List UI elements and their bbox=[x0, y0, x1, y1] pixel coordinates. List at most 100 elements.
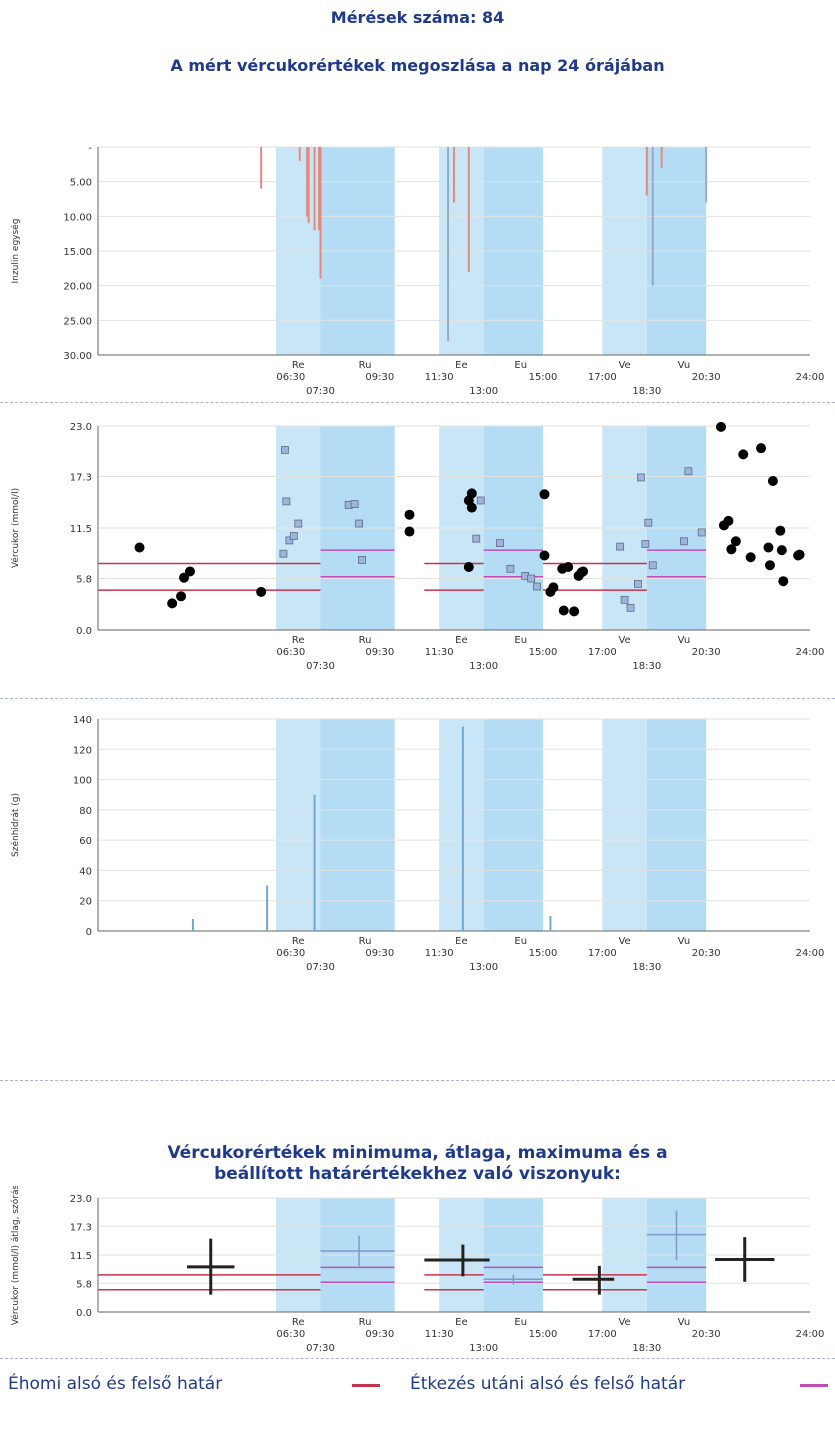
glucose-square-point bbox=[648, 561, 657, 570]
x-tick-label: 18:30 bbox=[632, 1343, 661, 1354]
glucose-dot-point bbox=[745, 552, 756, 563]
y-tick-label: 17.3 bbox=[70, 473, 92, 484]
x-tick-label: 11:30 bbox=[425, 1329, 454, 1340]
glucose-dot-point bbox=[558, 605, 569, 616]
x-tick-label: 06:30 bbox=[276, 1329, 305, 1340]
glucose-dot-point bbox=[716, 421, 726, 432]
x-tick-label: 15:00 bbox=[529, 1329, 558, 1340]
glucose-square-point bbox=[641, 540, 650, 548]
x-tick-label: 13:00 bbox=[469, 661, 498, 672]
x-tick-label: 06:30 bbox=[276, 647, 305, 658]
y-tick-label: 15.00 bbox=[63, 247, 92, 258]
legend-postmeal-label: Étkezés utáni alsó és felső határ bbox=[410, 1374, 686, 1394]
y-tick-label: 23.0 bbox=[70, 1194, 92, 1205]
meal-band bbox=[483, 719, 543, 931]
glucose-square-point bbox=[616, 542, 625, 551]
meal-label: Ve bbox=[618, 635, 630, 646]
x-tick-label: 17:00 bbox=[588, 948, 617, 959]
glucose-dot-point bbox=[466, 502, 477, 513]
y-tick-label: 60 bbox=[79, 836, 92, 847]
y-tick-label: - bbox=[88, 143, 92, 154]
glucose-square-point bbox=[476, 496, 485, 505]
glucose-dot-point bbox=[764, 560, 775, 571]
y-axis-label: Vércukor (mmol/l) átlag, szórás bbox=[10, 1186, 21, 1325]
glucose-dot-point bbox=[548, 582, 559, 593]
glucose-square-point bbox=[279, 549, 288, 558]
glucose-dot-point bbox=[730, 536, 741, 547]
x-tick-label: 17:00 bbox=[588, 372, 617, 383]
x-tick-label: 24:00 bbox=[796, 647, 825, 658]
y-tick-label: 23.0 bbox=[70, 422, 92, 433]
glucose-dot-point bbox=[578, 566, 589, 577]
y-axis-label: Szénhidrát (g) bbox=[10, 793, 21, 857]
glucose-square-point bbox=[533, 582, 541, 591]
glucose-dot-point bbox=[256, 586, 267, 597]
carbs-chart: 0 20 40 60 80 100 120 140 Szénhidrát (g) Re Ru Ee Eu… bbox=[10, 715, 825, 973]
stats-title: Vércukorértékek minimuma, átlaga, maximu… bbox=[0, 1143, 835, 1185]
glucose-chart: 0.0 5.8 11.5 17.3 23.0 Vércukor (mmol/l) Re Ru E… bbox=[10, 421, 825, 672]
glucose-square-point bbox=[684, 467, 693, 476]
meal-label: Vu bbox=[678, 635, 691, 646]
glucose-dot-point bbox=[569, 606, 580, 617]
x-tick-label: 13:00 bbox=[469, 962, 498, 973]
glucose-square-point bbox=[294, 519, 303, 528]
glucose-square-point bbox=[358, 556, 366, 564]
meal-band bbox=[320, 719, 395, 931]
measurement-count-title: Mérések száma: 84 bbox=[330, 8, 505, 27]
x-tick-label: 09:30 bbox=[365, 372, 394, 383]
x-tick-label: 15:00 bbox=[529, 647, 558, 658]
meal-label: Ve bbox=[618, 936, 630, 947]
stats-title-line2: beállított határértékekhez való viszonyu… bbox=[214, 1164, 621, 1184]
glucose-square-point bbox=[280, 446, 289, 454]
x-tick-label: 20:30 bbox=[692, 372, 721, 383]
glucose-dot-point bbox=[179, 572, 190, 583]
glucose-square-point bbox=[626, 603, 635, 612]
x-tick-label: 06:30 bbox=[276, 948, 305, 959]
glucose-dot-point bbox=[726, 544, 737, 555]
glucose-dot-point bbox=[404, 526, 415, 537]
meal-band bbox=[276, 719, 321, 931]
meal-label: Ru bbox=[359, 1317, 372, 1328]
meal-label: Re bbox=[292, 360, 305, 371]
glucose-square-point bbox=[680, 537, 688, 546]
meal-label: Ee bbox=[455, 936, 467, 947]
glucose-dot-point bbox=[723, 515, 734, 526]
x-tick-label: 06:30 bbox=[276, 372, 305, 383]
y-axis-label: Inzulin egység bbox=[10, 219, 21, 284]
x-tick-label: 09:30 bbox=[365, 948, 394, 959]
x-tick-label: 20:30 bbox=[692, 647, 721, 658]
meal-label: Re bbox=[292, 936, 305, 947]
y-tick-label: 25.00 bbox=[63, 316, 92, 327]
glucose-dot-point bbox=[775, 525, 786, 536]
y-tick-label: 120 bbox=[73, 745, 92, 756]
glucose-square-point bbox=[285, 536, 294, 545]
meal-band bbox=[602, 719, 647, 931]
x-tick-label: 18:30 bbox=[632, 661, 661, 672]
meal-label: Ru bbox=[359, 936, 372, 947]
meal-band bbox=[439, 719, 484, 931]
meal-label: Ru bbox=[359, 360, 372, 371]
x-tick-label: 24:00 bbox=[796, 948, 825, 959]
y-tick-label: 17.3 bbox=[70, 1222, 92, 1233]
meal-label: Ee bbox=[455, 360, 467, 371]
y-tick-label: 30.00 bbox=[63, 351, 92, 362]
y-tick-label: 0 bbox=[86, 927, 92, 938]
y-tick-label: 140 bbox=[73, 715, 92, 726]
glucose-dot-point bbox=[539, 550, 550, 561]
glucose-dot-point bbox=[466, 488, 477, 499]
x-tick-label: 11:30 bbox=[425, 647, 454, 658]
glucose-dot-point bbox=[463, 562, 474, 573]
meal-label: Eu bbox=[514, 1317, 527, 1328]
glucose-dot-point bbox=[184, 566, 195, 577]
meal-band bbox=[646, 719, 707, 931]
x-tick-label: 11:30 bbox=[425, 948, 454, 959]
glucose-dot-point bbox=[563, 562, 574, 573]
meal-label: Ru bbox=[359, 635, 372, 646]
legend-fasting-swatch bbox=[352, 1384, 380, 1387]
glucose-square-point bbox=[355, 519, 363, 528]
y-tick-label: 5.00 bbox=[70, 178, 92, 189]
glucose-square-point bbox=[506, 564, 515, 573]
x-tick-label: 24:00 bbox=[796, 372, 825, 383]
glucose-dot-point bbox=[763, 542, 774, 553]
stats-title-line1: Vércukorértékek minimuma, átlaga, maximu… bbox=[167, 1143, 668, 1163]
